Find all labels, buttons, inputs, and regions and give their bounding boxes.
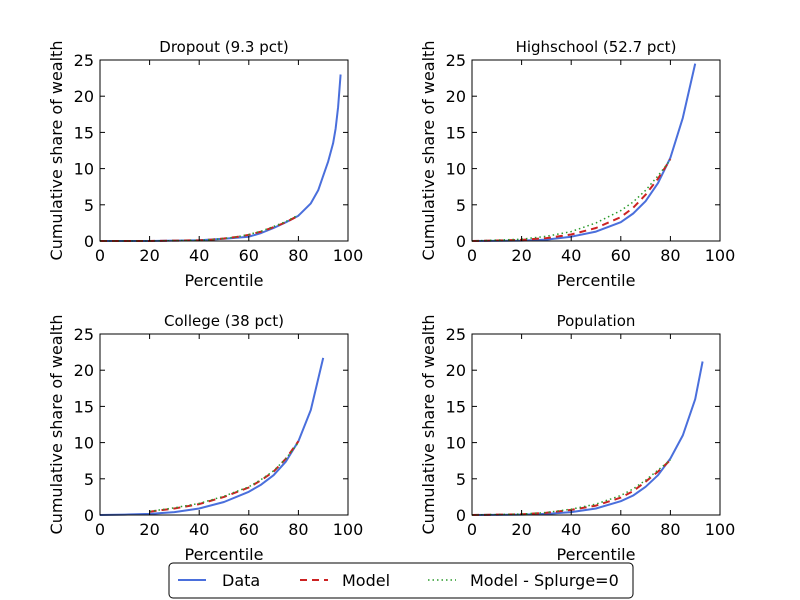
x-tick-label: 0	[467, 246, 477, 265]
y-tick-label: 10	[74, 434, 94, 453]
y-axis-label: Cumulative share of wealth	[47, 315, 66, 535]
y-axis-label: Cumulative share of wealth	[419, 315, 438, 535]
x-tick-label: 40	[189, 520, 209, 539]
chart-title: College (38 pct)	[164, 312, 284, 330]
y-axis-label: Cumulative share of wealth	[419, 41, 438, 261]
y-tick-label: 25	[446, 325, 466, 344]
chart-panel-3: 0 20 40 60 80 100 0 5 10 15 20 25 College (38 pct) Pe…	[47, 312, 363, 564]
y-tick-label: 15	[446, 123, 466, 142]
y-tick-label: 20	[446, 361, 466, 380]
x-tick-label: 40	[189, 246, 209, 265]
x-tick-label: 60	[611, 520, 631, 539]
series-line-model-splurge-0	[471, 159, 671, 242]
legend-frame	[168, 562, 634, 599]
y-tick-label: 25	[74, 51, 94, 70]
y-tick-label: 10	[446, 434, 466, 453]
x-axis-label: Percentile	[185, 271, 264, 290]
chart-panel-2: 0 20 40 60 80 100 0 5 10 15 20 25 Highschool (52.7 p…	[419, 38, 735, 290]
axes-frame	[471, 59, 721, 242]
y-tick-label: 0	[456, 506, 466, 525]
y-tick-label: 5	[456, 196, 466, 215]
x-tick-label: 60	[611, 246, 631, 265]
x-tick-label: 80	[288, 246, 308, 265]
x-tick-label: 100	[705, 520, 736, 539]
x-tick-label: 40	[561, 520, 581, 539]
series-line-model	[100, 214, 299, 242]
series-line-model	[149, 440, 300, 513]
series-line-data	[471, 361, 704, 516]
y-tick-label: 5	[84, 470, 94, 489]
x-tick-label: 20	[511, 246, 531, 265]
legend-data-label: Data	[222, 571, 260, 590]
x-tick-label: 100	[333, 246, 364, 265]
chart-title: Highschool (52.7 pct)	[516, 38, 677, 56]
chart-panel-4: 0 20 40 60 80 100 0 5 10 15 20 25 Population Percenti…	[419, 312, 735, 564]
series-line-model	[471, 459, 672, 516]
y-tick-label: 20	[446, 87, 466, 106]
x-tick-label: 20	[139, 246, 159, 265]
x-tick-label: 100	[705, 246, 736, 265]
series-line-model-splurge-0	[471, 459, 671, 516]
y-tick-label: 25	[74, 325, 94, 344]
y-tick-label: 20	[74, 361, 94, 380]
chart-title: Dropout (9.3 pct)	[159, 38, 288, 56]
y-tick-label: 10	[446, 160, 466, 179]
x-tick-label: 80	[660, 520, 680, 539]
axes-frame	[99, 59, 349, 242]
x-axis-label: Percentile	[557, 271, 636, 290]
chart-title: Population	[557, 312, 636, 330]
x-tick-label: 20	[511, 520, 531, 539]
y-tick-label: 15	[74, 397, 94, 416]
y-tick-label: 25	[446, 51, 466, 70]
x-tick-label: 40	[561, 246, 581, 265]
axes-frame	[471, 333, 721, 516]
y-tick-label: 0	[456, 232, 466, 251]
x-tick-label: 60	[239, 520, 259, 539]
x-tick-label: 100	[333, 520, 364, 539]
legend-splurge-label: Model - Splurge=0	[470, 571, 619, 590]
y-axis-label: Cumulative share of wealth	[47, 41, 66, 261]
y-tick-label: 5	[456, 470, 466, 489]
x-tick-label: 0	[467, 520, 477, 539]
y-tick-label: 10	[74, 160, 94, 179]
y-tick-label: 0	[84, 232, 94, 251]
axes-frame	[99, 333, 349, 516]
series-line-model	[471, 158, 672, 242]
x-tick-label: 60	[239, 246, 259, 265]
x-tick-label: 20	[139, 520, 159, 539]
x-tick-label: 80	[288, 520, 308, 539]
y-tick-label: 5	[84, 196, 94, 215]
y-tick-label: 0	[84, 506, 94, 525]
x-tick-label: 0	[95, 520, 105, 539]
y-tick-label: 15	[74, 123, 94, 142]
series-line-data	[100, 74, 342, 242]
x-tick-label: 80	[660, 246, 680, 265]
y-tick-label: 20	[74, 87, 94, 106]
x-axis-label: Percentile	[185, 545, 264, 564]
series-line-data	[99, 357, 325, 516]
series-line-data	[471, 63, 697, 242]
x-axis-label: Percentile	[557, 545, 636, 564]
legend-model-label: Model	[342, 571, 390, 590]
y-tick-label: 15	[446, 397, 466, 416]
legend: Data Model Model - Splurge=0	[168, 562, 634, 599]
chart-panel-1: 0 20 40 60 80 100 0 5 10 15 20 25 Dropout (9.3 pct) P…	[47, 38, 363, 290]
x-tick-label: 0	[95, 246, 105, 265]
